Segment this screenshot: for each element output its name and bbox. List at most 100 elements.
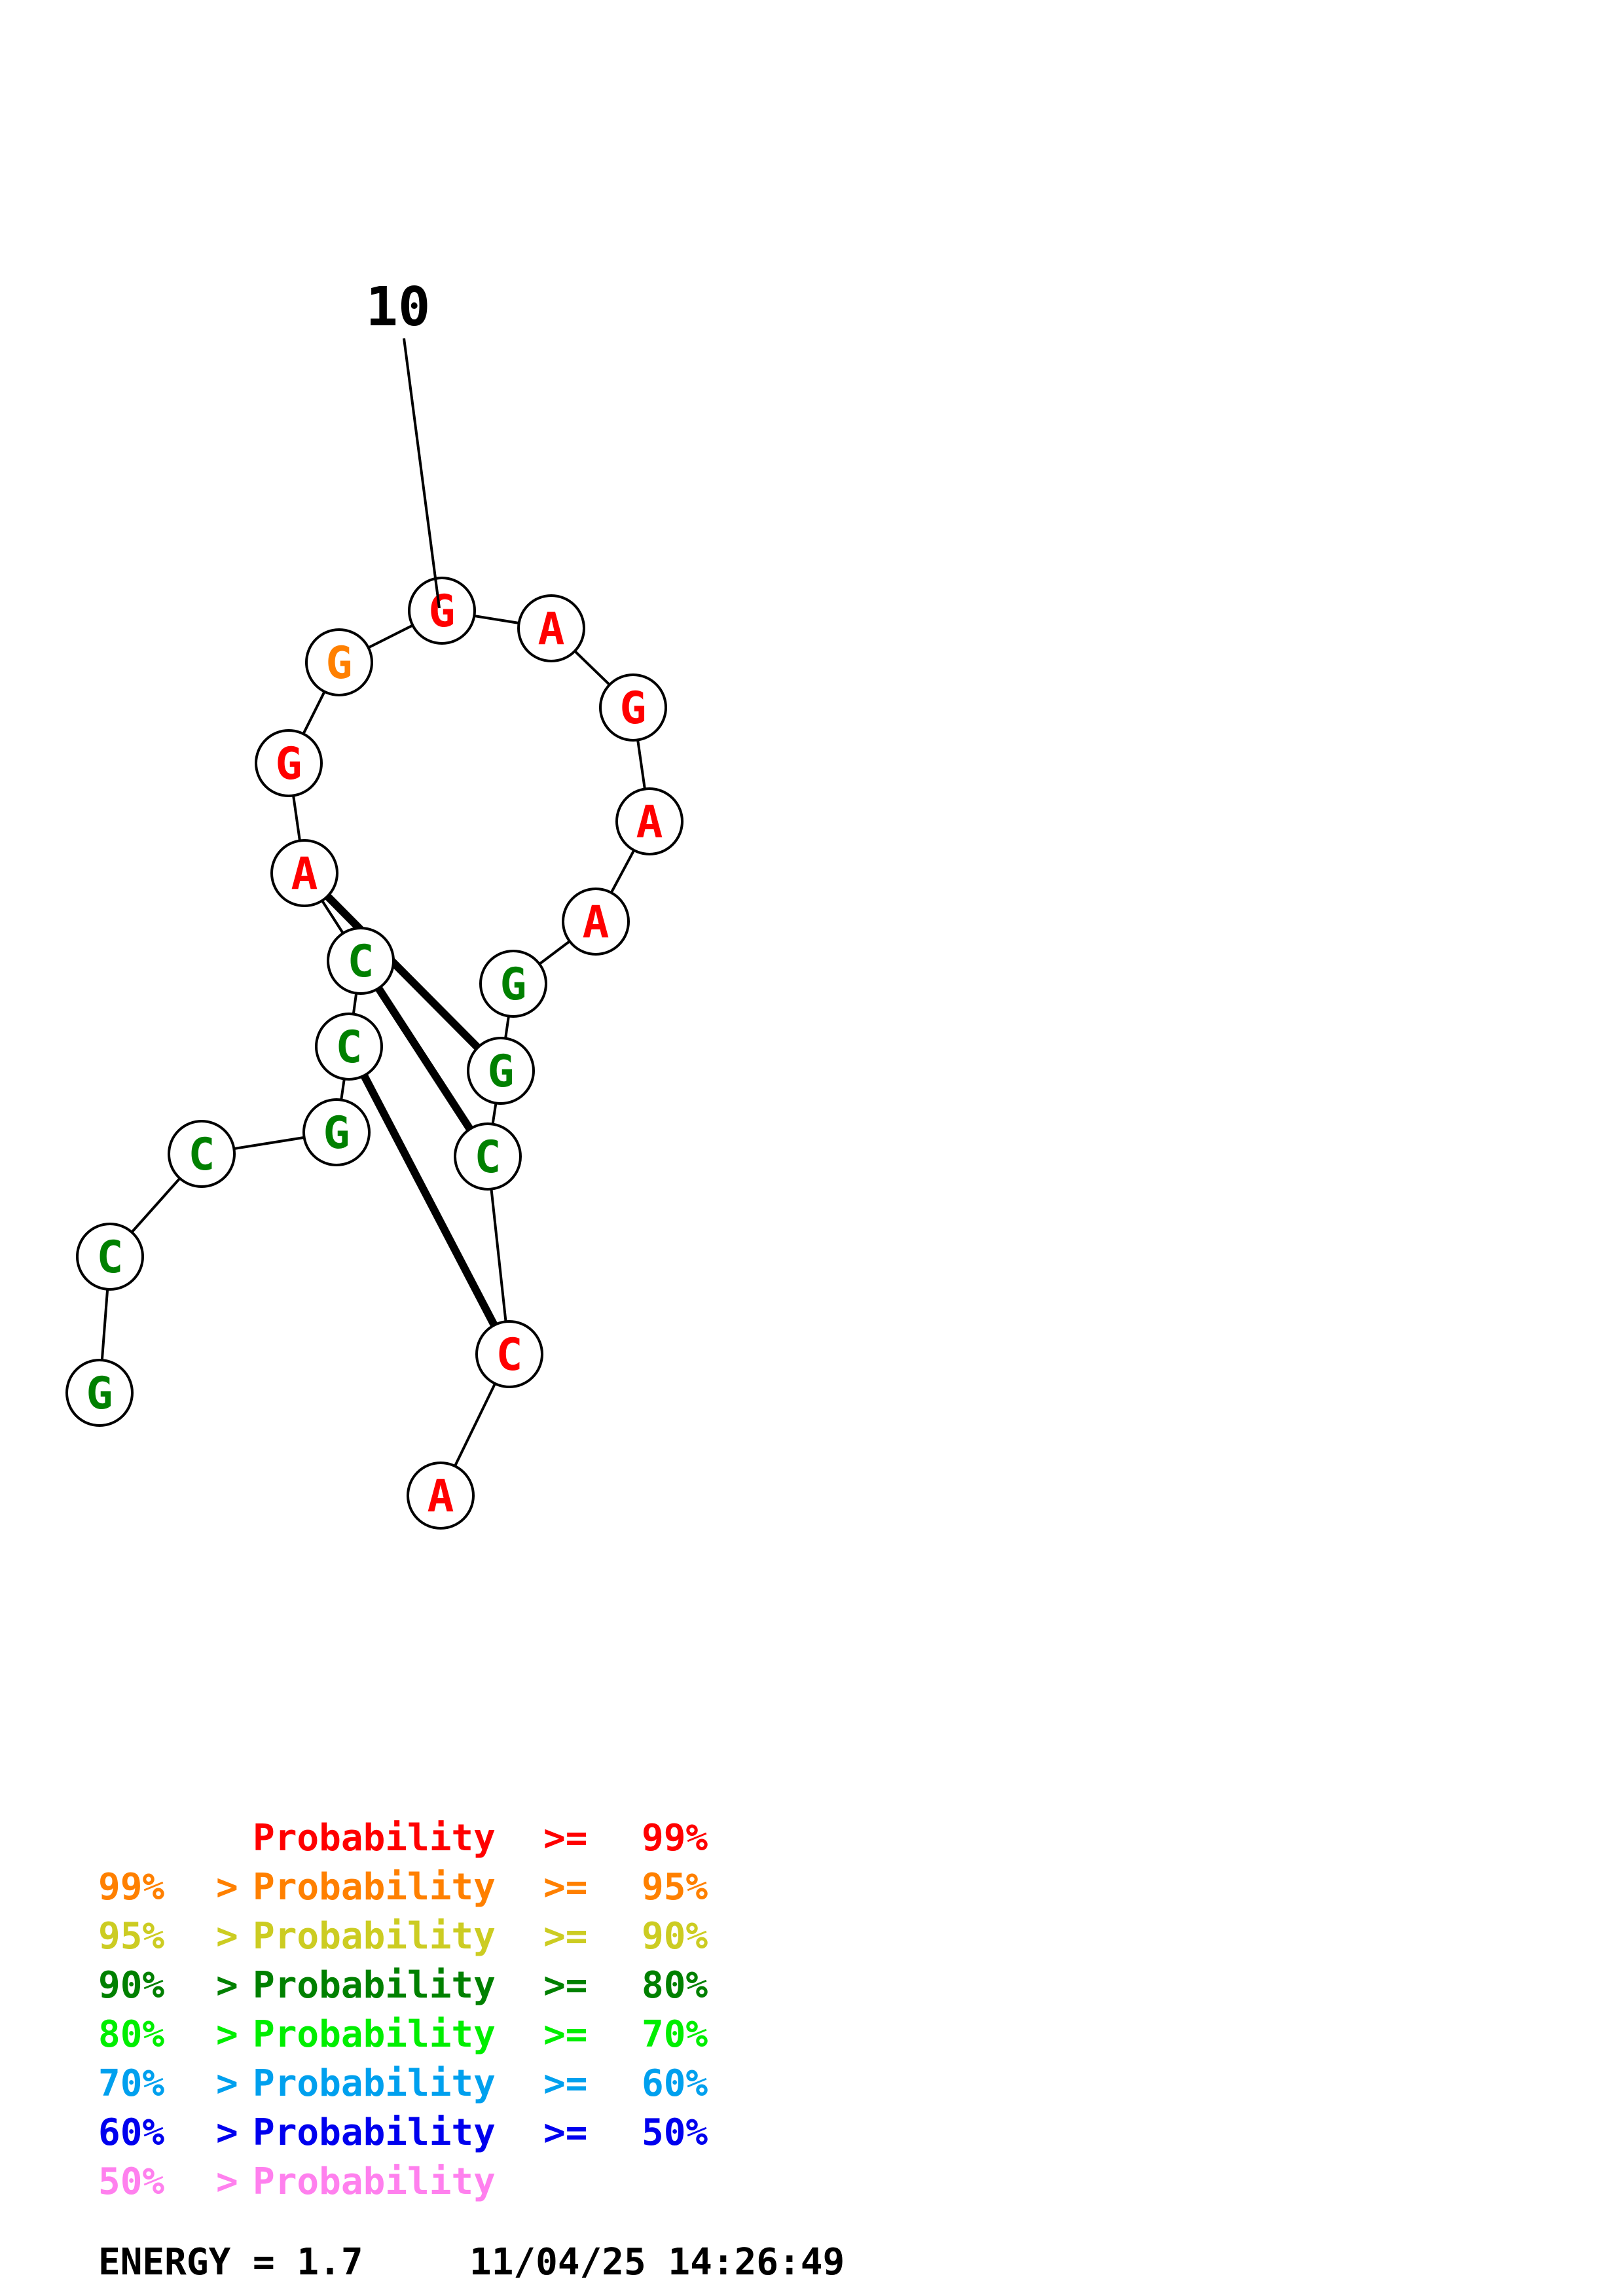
legend-pct: 60%	[642, 2062, 708, 2105]
legend-row: 90% > Probability >= 80%	[98, 1964, 708, 2007]
legend-gt: >	[216, 2111, 238, 2154]
nucleotide-letter: G	[326, 637, 353, 689]
legend-row: Probability >= 99%	[253, 1817, 708, 1859]
nucleotide: G	[408, 577, 476, 645]
nucleotide-circle	[270, 839, 338, 907]
legend-label: Probability	[253, 2161, 496, 2203]
legend-pct: 95%	[642, 1866, 708, 1909]
legend-label: Probability	[253, 2062, 496, 2105]
nucleotide: G	[599, 673, 667, 742]
legend-gt: >	[216, 2161, 238, 2203]
nucleotide: C	[315, 1013, 383, 1081]
nucleotide-letter: A	[583, 897, 610, 948]
probability-legend: Probability >= 99% 99% > Probability >= 95% 95% >…	[98, 1817, 708, 2203]
nucleotide-letter: C	[97, 1232, 124, 1283]
nucleotide: C	[168, 1120, 236, 1188]
legend-prefix: 99%	[98, 1866, 164, 1909]
nucleotide: A	[517, 594, 585, 662]
nucleotide-letter: A	[636, 797, 663, 848]
legend-row: 95% > Probability >= 90%	[98, 1915, 708, 1958]
legend-row: 70% > Probability >= 60%	[98, 2062, 708, 2105]
nucleotide-circle	[315, 1013, 383, 1081]
legend-ge: >=	[543, 1817, 587, 1859]
position-label: 10	[366, 276, 431, 338]
legend-label: Probability	[253, 2111, 496, 2154]
legend-prefix: 70%	[98, 2062, 164, 2105]
energy-value: ENERGY = 1.7	[98, 2241, 363, 2284]
base-pair-layer	[301, 870, 513, 1356]
nucleotide-letter: C	[348, 936, 374, 988]
nucleotide-circle	[517, 594, 585, 662]
nucleotide: G	[302, 1098, 371, 1166]
nucleotide-letter: C	[189, 1129, 215, 1181]
nucleotide-letter: G	[429, 586, 456, 637]
legend-ge: >=	[543, 1866, 587, 1909]
nucleotide-circle	[327, 927, 395, 995]
nucleotide-letter: G	[323, 1107, 350, 1159]
nucleotide-circle	[475, 1320, 543, 1388]
nucleotide: G	[65, 1359, 134, 1427]
legend-ge: >=	[543, 2013, 587, 2056]
nucleotide-circle	[407, 1462, 475, 1530]
legend-gt: >	[216, 1866, 238, 1909]
legend-row: 80% > Probability >= 70%	[98, 2013, 708, 2056]
nucleotide-letter: C	[496, 1329, 523, 1381]
nucleotide: A	[615, 787, 684, 855]
legend-prefix: 95%	[98, 1915, 164, 1958]
legend-gt: >	[216, 2013, 238, 2056]
timestamp: 11/04/25 14:26:49	[469, 2241, 845, 2284]
nucleotide-letter: A	[538, 603, 565, 655]
legend-label: Probability	[253, 1866, 496, 1909]
legend-pct: 70%	[642, 2013, 708, 2056]
nucleotide-circle	[65, 1359, 134, 1427]
base-pair-bond	[357, 958, 492, 1159]
nucleotide-letter: G	[276, 738, 302, 790]
nucleotide-circle	[302, 1098, 371, 1166]
legend-label: Probability	[253, 1817, 496, 1859]
nucleotide: A	[270, 839, 338, 907]
legend-gt: >	[216, 1964, 238, 2007]
legend-ge: >=	[543, 1915, 587, 1958]
nucleotide-circle	[467, 1037, 535, 1105]
nucleotide-circle	[454, 1122, 522, 1191]
nucleotide-letter: G	[620, 683, 647, 734]
legend-gt: >	[216, 1915, 238, 1958]
base-pair-bond	[301, 870, 504, 1074]
nucleotide-circle	[615, 787, 684, 855]
nucleotide-letter: A	[291, 848, 318, 900]
nucleotide: A	[562, 888, 630, 956]
nucleotide: G	[479, 950, 547, 1018]
nucleotide: G	[305, 628, 373, 696]
nucleotide: G	[467, 1037, 535, 1105]
nucleotide-letter: A	[428, 1471, 454, 1522]
nucleotide-circle	[599, 673, 667, 742]
nucleotide-circle	[76, 1223, 144, 1291]
nucleotide-circle	[479, 950, 547, 1018]
nucleotide-circle	[305, 628, 373, 696]
legend-ge: >=	[543, 1964, 587, 2007]
legend-ge: >=	[543, 2062, 587, 2105]
legend-row: 99% > Probability >= 95%	[98, 1866, 708, 1909]
nucleotide: A	[407, 1462, 475, 1530]
nucleotide: C	[327, 927, 395, 995]
nucleotide-circle	[255, 729, 323, 797]
legend-label: Probability	[253, 1915, 496, 1958]
legend-pct: 80%	[642, 1964, 708, 2007]
legend-prefix: 50%	[98, 2161, 164, 2203]
nucleotide-letter: C	[475, 1132, 501, 1183]
nucleotide-letter: G	[500, 959, 527, 1011]
nucleotide: C	[454, 1122, 522, 1191]
nucleotide-letter: G	[488, 1046, 515, 1098]
nucleotide: C	[475, 1320, 543, 1388]
legend-gt: >	[216, 2062, 238, 2105]
base-pair-bond	[345, 1045, 513, 1356]
nucleotide-circle	[408, 577, 476, 645]
nucleotide-circle	[562, 888, 630, 956]
nucleotide-letter: G	[86, 1368, 113, 1420]
legend-prefix: 90%	[98, 1964, 164, 2007]
legend-ge: >=	[543, 2111, 587, 2154]
nucleotide: G	[255, 729, 323, 797]
legend-prefix: 60%	[98, 2111, 164, 2154]
